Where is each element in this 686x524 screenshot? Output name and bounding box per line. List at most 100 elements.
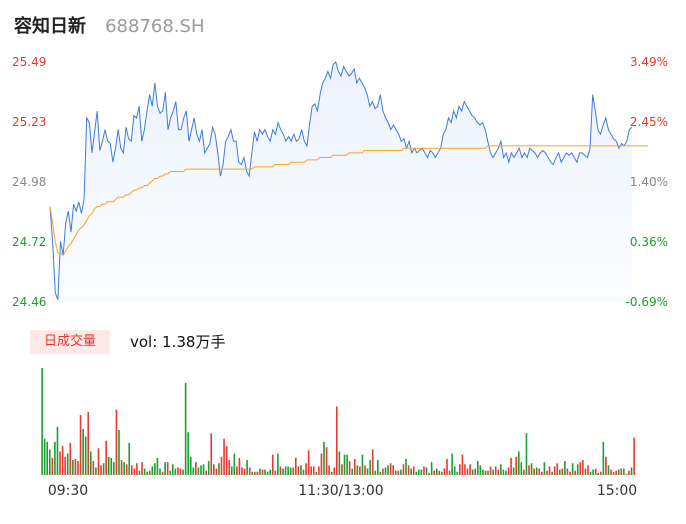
- stock-header: 容知日新 688768.SH: [14, 12, 205, 40]
- volume-bar: [105, 440, 107, 475]
- volume-bar: [374, 470, 377, 475]
- volume-bar: [292, 467, 295, 475]
- volume-bar: [415, 471, 418, 475]
- volume-bar: [538, 468, 541, 475]
- stock-code: 688768.SH: [105, 16, 205, 37]
- volume-bar: [492, 469, 494, 475]
- volume-bar: [620, 468, 623, 475]
- volume-bar: [494, 466, 497, 475]
- volume-bar: [438, 470, 441, 475]
- volume-bar: [95, 467, 97, 475]
- volume-bar: [423, 466, 425, 475]
- volume-bar: [359, 466, 361, 475]
- volume-bar: [56, 426, 59, 475]
- volume-bar: [177, 467, 179, 475]
- price-tick-label: 24.46: [12, 295, 46, 309]
- price-area: [50, 62, 632, 302]
- volume-bar: [79, 415, 82, 475]
- volume-bar: [589, 471, 592, 475]
- volume-bar: [605, 456, 607, 475]
- volume-bar: [74, 458, 77, 475]
- volume-bar: [202, 464, 205, 475]
- volume-bar: [474, 468, 477, 475]
- volume-bar: [343, 454, 346, 475]
- volume-bar: [148, 470, 151, 475]
- volume-bar: [133, 468, 136, 475]
- time-tick-label: 09:30: [48, 483, 88, 499]
- volume-bar: [182, 469, 184, 475]
- stock-name: 容知日新: [14, 16, 86, 37]
- volume-bar: [556, 463, 559, 475]
- volume-bar: [520, 462, 523, 475]
- volume-bar: [107, 456, 110, 475]
- volume-bar: [338, 451, 341, 475]
- volume-bar: [366, 468, 369, 475]
- volume-bar: [625, 473, 628, 475]
- volume-bar: [597, 472, 600, 475]
- volume-bar: [48, 449, 51, 475]
- volume-bar: [451, 453, 453, 475]
- volume-bar: [615, 470, 617, 475]
- volume-bar: [72, 460, 74, 475]
- volume-bar: [564, 461, 566, 475]
- volume-bar: [220, 456, 223, 475]
- volume-bar: [610, 469, 612, 475]
- volume-bar: [515, 456, 518, 475]
- volume-bar: [341, 464, 343, 475]
- volume-bar: [430, 462, 433, 475]
- volume-bar: [469, 464, 471, 475]
- volume-bar: [236, 466, 238, 475]
- volume-bar: [238, 457, 241, 475]
- volume-bar: [277, 453, 279, 475]
- volume-bar: [151, 466, 154, 475]
- volume-bar: [571, 463, 574, 475]
- volume-bar: [115, 409, 118, 475]
- volume-bar: [525, 433, 528, 475]
- volume-bar: [612, 471, 615, 475]
- volume-bar: [256, 471, 259, 475]
- volume-bar: [569, 471, 571, 475]
- volume-bar: [448, 470, 451, 475]
- volume-bar: [233, 453, 236, 475]
- volume-bar: [384, 467, 387, 475]
- volume-bar: [607, 465, 610, 475]
- volume-bar: [418, 469, 420, 475]
- volume-bar: [346, 454, 348, 475]
- volume-bar: [517, 451, 520, 475]
- volume-bar: [443, 468, 446, 475]
- volume-bar: [210, 433, 213, 475]
- volume-bar: [271, 454, 274, 475]
- volume-bar: [218, 463, 220, 475]
- volume-bar: [412, 466, 415, 475]
- volume-bar: [507, 467, 510, 475]
- volume-bar: [223, 438, 225, 475]
- volume-bar: [594, 468, 597, 475]
- volume-bar: [215, 468, 218, 475]
- volume-bar: [387, 465, 389, 475]
- volume-bar: [543, 462, 546, 475]
- volume-bar: [446, 458, 448, 475]
- volume-bar: [323, 441, 325, 475]
- volume-bar: [195, 462, 197, 475]
- volume-bar: [617, 469, 620, 475]
- volume-bar: [602, 441, 605, 475]
- volume-bar: [330, 471, 333, 475]
- volume-bar: [402, 464, 405, 475]
- volume-badge: 日成交量: [30, 330, 110, 354]
- volume-bar: [261, 469, 264, 475]
- volume-bar: [541, 471, 543, 475]
- volume-bar: [184, 382, 187, 475]
- volume-bar: [254, 471, 256, 475]
- volume-bar: [336, 406, 338, 475]
- volume-bar: [248, 467, 251, 475]
- volume-bar: [466, 468, 469, 475]
- volume-bar: [300, 465, 302, 475]
- volume-bar: [241, 467, 243, 475]
- volume-bar: [584, 468, 587, 475]
- volume-bar: [172, 464, 174, 475]
- volume-bar: [369, 460, 371, 475]
- volume-bar: [131, 465, 133, 475]
- volume-bar: [259, 468, 261, 475]
- volume-bar: [400, 469, 402, 475]
